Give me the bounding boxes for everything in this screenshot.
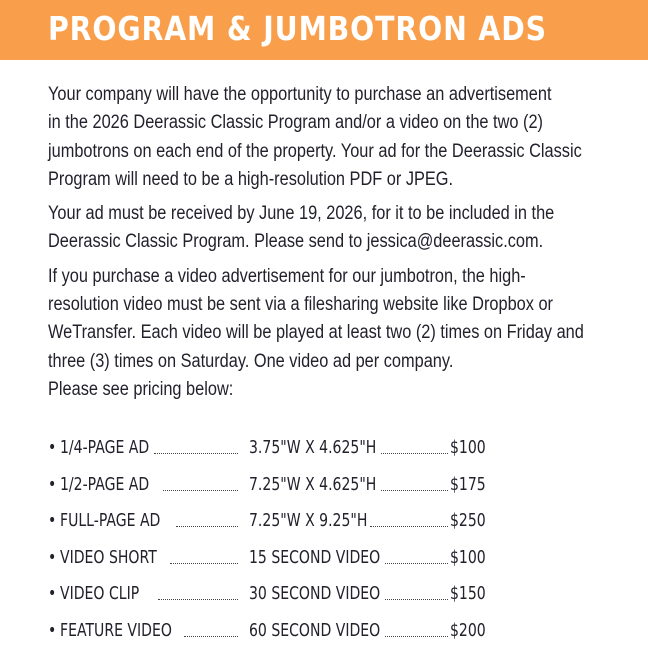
page-title: PROGRAM & JUMBOTRON ADS <box>48 9 547 48</box>
text-line: Program will need to be a high-resolutio… <box>48 168 454 190</box>
pricing-price: $100 <box>450 437 486 458</box>
pricing-item: 1/2-PAGE AD <box>60 473 150 495</box>
pricing-item: VIDEO SHORT <box>60 546 157 568</box>
text-line: WeTransfer. Each video will be played at… <box>48 322 584 344</box>
text-line: three (3) times on Saturday. One video a… <box>48 350 454 372</box>
bullet: • <box>48 583 57 604</box>
dot-leader <box>176 526 238 527</box>
dot-leader <box>385 599 448 600</box>
text-line: Your company will have the opportunity t… <box>48 84 552 105</box>
bullet: • <box>48 437 57 458</box>
dot-leader <box>184 635 238 637</box>
pricing-price: $100 <box>450 546 486 568</box>
pricing-item: 1/4-PAGE AD <box>60 437 150 458</box>
pricing-row: • VIDEO CLIP 30 SECOND VIDEO $150 <box>48 580 486 610</box>
pricing-price: $150 <box>450 583 486 604</box>
bullet: • <box>48 510 57 531</box>
text-line: in the 2026 Deerassic Classic Program an… <box>48 112 543 134</box>
dot-leader <box>154 453 238 454</box>
pricing-row: • 1/2-PAGE AD 7.25"W X 4.625"H $175 <box>48 471 486 501</box>
pricing-spec: 30 SECOND VIDEO <box>249 583 381 604</box>
dot-leader <box>158 599 238 600</box>
bullet: • <box>48 619 57 641</box>
dot-leader <box>385 562 448 564</box>
pricing-spec: 7.25"W X 4.625"H <box>249 473 377 495</box>
pricing-spec: 7.25"W X 9.25"H <box>249 510 368 531</box>
text-line: resolution video must be sent via a file… <box>48 294 553 316</box>
text-line: Please see pricing below: <box>48 378 234 400</box>
pricing-spec: 15 SECOND VIDEO <box>249 546 381 568</box>
pricing-spec: 60 SECOND VIDEO <box>249 619 381 641</box>
pricing-price: $175 <box>450 473 486 495</box>
pricing-row: • 1/4-PAGE AD 3.75"W X 4.625"H $100 <box>48 434 486 464</box>
pricing-row: • VIDEO SHORT 15 SECOND VIDEO $100 <box>48 544 486 574</box>
dot-leader <box>370 526 448 527</box>
pricing-row: • FULL-PAGE AD 7.25"W X 9.25"H $250 <box>48 507 486 537</box>
pricing-row: • FEATURE VIDEO 60 SECOND VIDEO $200 <box>48 617 486 647</box>
pricing-price: $250 <box>450 510 486 531</box>
bullet: • <box>48 546 57 568</box>
dot-leader <box>170 562 238 564</box>
text-line: If you purchase a video advertisement fo… <box>48 265 526 287</box>
pricing-item: FULL-PAGE AD <box>60 510 161 531</box>
paragraph: If you purchase a video advertisement fo… <box>48 263 616 404</box>
pricing-item: VIDEO CLIP <box>60 583 140 604</box>
dot-leader <box>381 453 448 454</box>
text-line: Deerassic Classic Program. Please send t… <box>48 231 544 253</box>
description: Your company will have the opportunity t… <box>48 81 616 410</box>
text-line: Your ad must be received by June 19, 202… <box>48 203 555 225</box>
pricing-spec: 3.75"W X 4.625"H <box>249 437 377 458</box>
dot-leader <box>163 489 238 491</box>
paragraph: Your ad must be received by June 19, 202… <box>48 200 616 257</box>
section-header: PROGRAM & JUMBOTRON ADS <box>0 0 648 60</box>
paragraph: Your company will have the opportunity t… <box>48 81 616 194</box>
dot-leader <box>381 489 448 491</box>
dot-leader <box>385 635 448 637</box>
pricing-item: FEATURE VIDEO <box>60 619 172 641</box>
bullet: • <box>48 473 57 495</box>
pricing-price: $200 <box>450 619 486 641</box>
text-line: jumbotrons on each end of the property. … <box>48 140 582 162</box>
